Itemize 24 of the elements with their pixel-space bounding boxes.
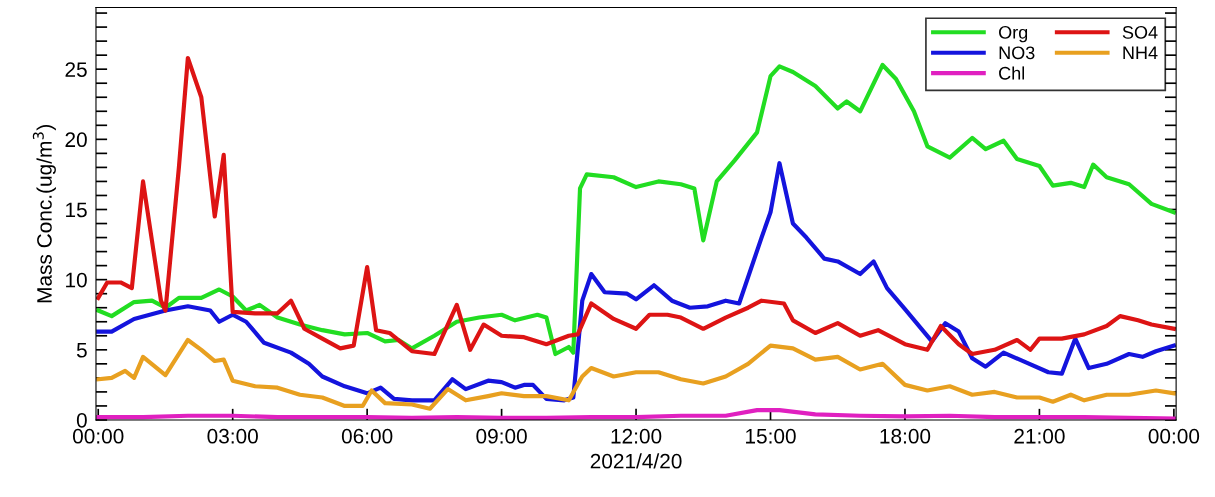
y-tick-label: 5 xyxy=(76,343,87,358)
y-axis-title: Mass Conc.(ug/m$^{3}$) xyxy=(32,124,56,303)
legend-label: NH4 xyxy=(1123,46,1158,60)
y-tick-label: 20 xyxy=(65,132,87,148)
x-tick-label: 06:00 xyxy=(341,428,393,444)
legend-label: NO3 xyxy=(999,46,1035,60)
y-tick-label: 10 xyxy=(66,272,87,288)
legend-label: SO4 xyxy=(1122,25,1158,39)
x-tick-label: 12:00 xyxy=(611,428,662,444)
legend-label: Chl xyxy=(999,66,1025,80)
x-tick-label: 21:00 xyxy=(1014,428,1065,444)
y-tick-label: 25 xyxy=(65,62,87,77)
legend-label: Org xyxy=(999,25,1028,43)
x-axis-title: 2021/4/20 xyxy=(590,453,682,469)
x-tick-label: 00:00 xyxy=(72,428,124,444)
x-tick-label: 00:00 xyxy=(1148,428,1200,444)
line-series xyxy=(96,161,1176,403)
x-tick-label: 09:00 xyxy=(476,428,527,444)
x-tick-label: 18:00 xyxy=(880,428,931,444)
x-tick-label: 15:00 xyxy=(746,428,796,444)
y-tick-label: 0 xyxy=(76,412,87,428)
line-series xyxy=(96,337,1176,411)
y-tick-label: 15 xyxy=(66,202,87,218)
x-tick-label: 03:00 xyxy=(207,428,258,444)
